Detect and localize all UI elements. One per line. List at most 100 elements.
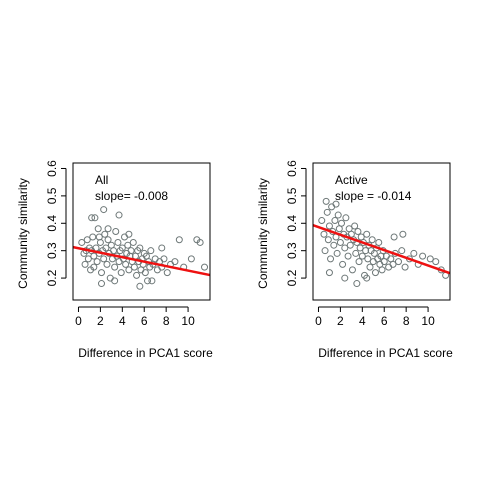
panel-active-x-axis: 0 2 4 6 8 10 (315, 306, 435, 328)
panel-all-point (158, 244, 166, 252)
panel-all-y-tick-label: 0.3 (45, 242, 59, 259)
panel-active-x-tick-label: 6 (381, 314, 388, 328)
panel-active-point (353, 280, 361, 288)
panel-all-point (96, 238, 104, 246)
panel-all-y-tick-label: 0.6 (45, 160, 59, 177)
panel-active-point (325, 269, 333, 277)
panel-active-point (354, 228, 362, 235)
panel-active: 0 2 4 6 8 10 0.2 0.3 0.4 0.5 0.6 Active slope = -… (256, 160, 453, 360)
panel-active-plot-box (312, 162, 451, 301)
panel-active-point (323, 208, 331, 216)
panel-all-point (92, 244, 100, 252)
panel-active-point (368, 236, 376, 244)
panel-all-point (81, 260, 89, 268)
panel-all-point (95, 233, 103, 241)
panel-all-y-tick-label: 0.2 (45, 269, 59, 286)
panel-all-point (130, 263, 138, 271)
panel-all-point (125, 266, 133, 274)
panel-active-x-tick-label: 2 (337, 314, 344, 328)
panel-all: 0 2 4 6 8 10 0.2 0.3 0.4 0.5 0.6 All slope= -0.00… (16, 160, 213, 360)
panel-all-point (91, 214, 99, 222)
panel-active-point (366, 263, 374, 271)
panel-all-point (136, 282, 144, 290)
panel-active-point (419, 252, 427, 260)
panel-active-y-tick-label: 0.3 (285, 242, 299, 259)
panel-all-point (151, 255, 159, 263)
panel-active-point (362, 247, 370, 255)
panel-active-point (348, 266, 356, 274)
panel-all-point (78, 238, 86, 246)
panel-all-point (121, 233, 129, 241)
panel-all-point (101, 230, 109, 238)
panel-all-point (148, 277, 156, 285)
panel-active-point (358, 252, 366, 260)
panel-all-point (160, 255, 168, 263)
panel-active-y-tick-label: 0.5 (285, 187, 299, 204)
panel-all-point (136, 244, 144, 252)
panel-all-x-tick-label: 4 (119, 314, 126, 328)
panel-active-point (325, 222, 333, 230)
panel-active-point (363, 274, 371, 282)
panel-all-point (90, 263, 98, 271)
panel-all-point (97, 269, 105, 277)
panel-active-points (318, 197, 450, 288)
panel-active-point (341, 244, 349, 252)
panel-active-point (401, 263, 409, 271)
panel-active-point (341, 274, 349, 282)
panel-active-y-tick-label: 0.4 (285, 215, 299, 232)
panel-all-slope-label: slope= -0.008 (95, 189, 168, 203)
panel-all-point (93, 258, 101, 266)
panel-all-point (141, 269, 149, 277)
panel-active-y-tick-label: 0.6 (285, 160, 299, 177)
panel-active-point (327, 255, 335, 263)
panel-active-y-axis: 0.2 0.3 0.4 0.5 0.6 (285, 160, 307, 286)
panel-all-point (171, 258, 179, 266)
panel-all-x-axis: 0 2 4 6 8 10 (75, 306, 195, 328)
panel-active-point (331, 217, 339, 225)
panel-all-point (111, 277, 119, 285)
panel-all-point (100, 206, 108, 214)
panel-all-point (111, 263, 119, 271)
panel-active-point (320, 230, 328, 238)
panel-all-point (89, 233, 97, 241)
panel-active-point (378, 266, 386, 274)
panel-active-point (369, 258, 377, 266)
panel-all-x-tick-label: 10 (181, 314, 195, 328)
panel-all-x-tick-label: 6 (141, 314, 148, 328)
panel-all-point (84, 255, 92, 263)
panel-active-point (346, 241, 354, 249)
panel-all-point (175, 236, 183, 244)
panel-all-point (144, 277, 152, 285)
panel-active-point (332, 200, 340, 208)
panel-active-point (398, 247, 406, 255)
panel-active-group-label: Active (335, 173, 368, 187)
panel-all-point (104, 225, 112, 233)
panel-active-x-label: Difference in PCA1 score (318, 346, 453, 360)
panel-all-point (112, 228, 120, 235)
panel-all-point (201, 263, 209, 271)
panel-active-point (410, 249, 418, 257)
panel-all-point (127, 247, 135, 255)
panel-active-point (394, 258, 402, 266)
panel-all-point (106, 274, 114, 282)
panel-active-slope-label: slope = -0.014 (335, 189, 412, 203)
panel-all-point (100, 255, 108, 263)
panel-active-point (322, 197, 330, 205)
panel-active-point (371, 269, 379, 277)
panel-active-point (318, 217, 326, 225)
panel-all-point (104, 236, 112, 244)
panel-all-point (103, 260, 111, 268)
panel-all-point (117, 269, 125, 277)
panel-all-group-label: All (95, 173, 108, 187)
panel-active-point (337, 219, 345, 227)
panel-active-point (385, 263, 393, 271)
panel-active-point (399, 230, 407, 238)
panel-all-point (102, 244, 110, 252)
panel-active-point (333, 249, 341, 257)
panel-active-point (342, 214, 350, 222)
panel-active-point (432, 258, 440, 266)
panel-all-y-axis: 0.2 0.3 0.4 0.5 0.6 (45, 160, 67, 286)
panel-active-point (356, 244, 364, 252)
panel-active-point (336, 238, 344, 246)
